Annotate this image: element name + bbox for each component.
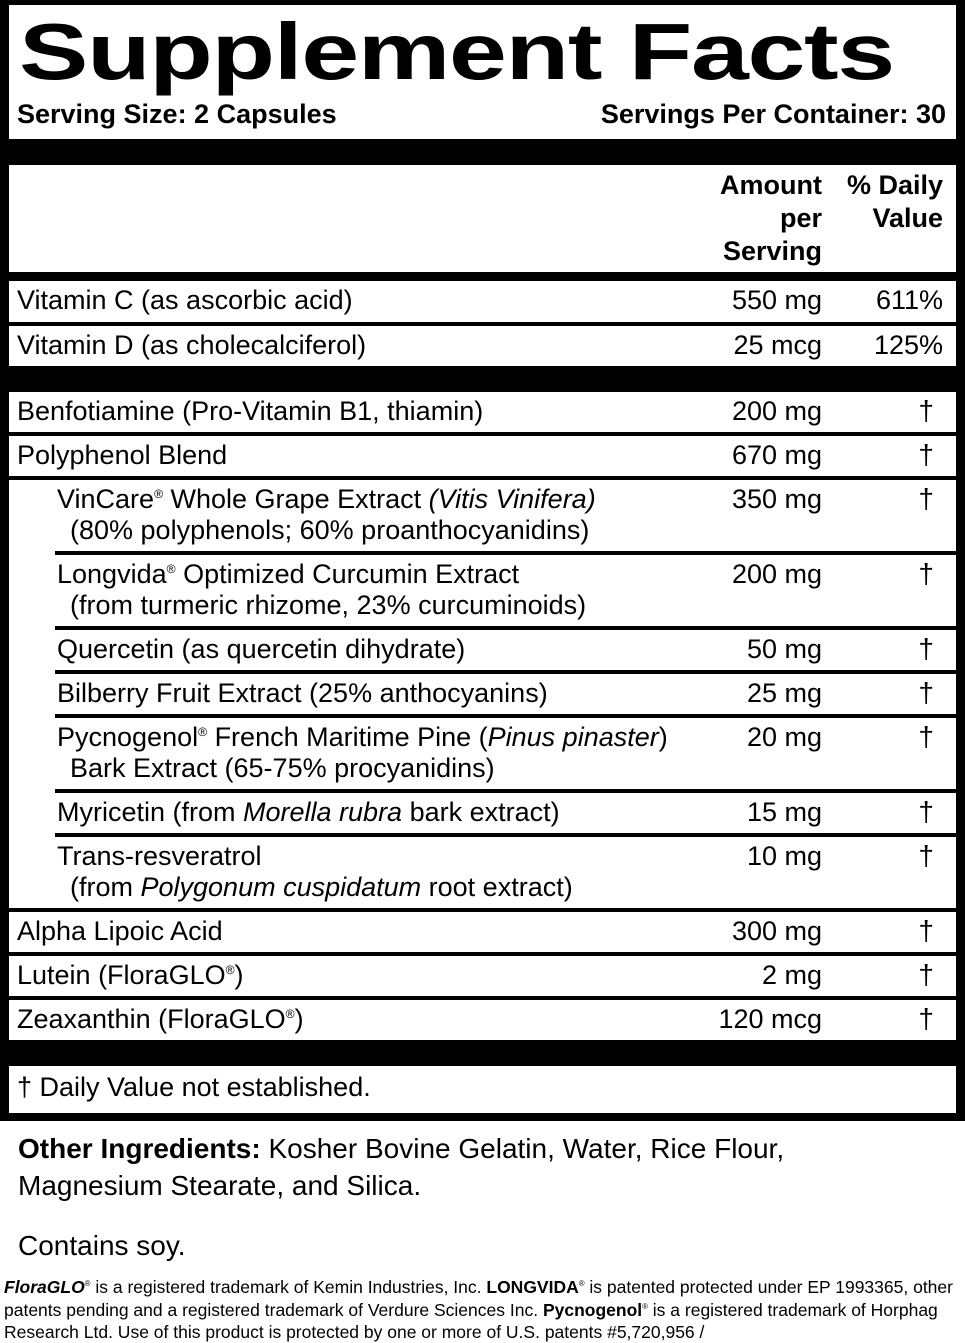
row-separator [55, 550, 956, 555]
ingredient-name: Vitamin D (as cholecalciferol) [17, 329, 367, 360]
row-separator [55, 833, 956, 838]
registered-trademark-symbol: ® [225, 963, 235, 978]
table-row: Longvida® Optimized Curcumin Extract (fro… [9, 555, 956, 626]
ingredient-name: Polyphenol Blend [17, 439, 228, 470]
daily-value-dagger: † [918, 796, 934, 828]
amount-value: 200 mg [731, 395, 822, 426]
divider-bar-header [9, 272, 956, 282]
row-separator [55, 789, 956, 794]
row-separator [9, 321, 956, 326]
registered-trademark-symbol: ® [285, 1007, 295, 1022]
ingredient-name: VinCare® Whole Grape Extract (Vitis Vini… [9, 484, 677, 546]
amount-value: 20 mg [746, 721, 822, 752]
registered-trademark-symbol: ® [166, 561, 176, 576]
daily-value-percent: 611% [875, 285, 943, 316]
row-separator [55, 625, 956, 630]
row-separator [9, 475, 956, 480]
ingredient-name: Trans-resveratrol (from Polygonum cuspida… [9, 841, 677, 903]
page-title: Supplement Facts [19, 7, 895, 96]
row-separator [55, 713, 956, 718]
ingredient-name: Alpha Lipoic Acid [17, 916, 223, 947]
ingredient-name-line2: Bark Extract (65-75% procyanidins) [70, 752, 495, 783]
amount-column-header: Amount per Serving [720, 169, 822, 266]
trademark-footnote: FloraGLO® is a registered trademark of K… [4, 1277, 953, 1342]
ingredient-name: Lutein (FloraGLO®) [17, 960, 244, 991]
table-row: Quercetin (as quercetin dihydrate) 50 mg † [9, 630, 956, 670]
registered-trademark-symbol: ® [154, 486, 164, 501]
ingredient-name: Bilberry Fruit Extract (25% anthocyanins… [57, 677, 548, 708]
row-separator [9, 908, 956, 913]
servings-per-container: Servings Per Container: 30 [600, 98, 946, 129]
ingredient-table: Vitamin C (as ascorbic acid) 550 mg 611% Vi… [9, 281, 956, 1067]
divider-bar [9, 365, 956, 392]
table-row: Bilberry Fruit Extract (25% anthocyanins… [9, 674, 956, 714]
daily-value-dagger: † [918, 720, 934, 752]
daily-value-note: † Daily Value not established. [17, 1072, 371, 1103]
ingredient-name: Vitamin C (as ascorbic acid) [17, 285, 353, 316]
ingredient-name-line2: (80% polyphenols; 60% proanthocyanidins) [70, 514, 590, 545]
allergen-note: Contains soy. [18, 1229, 186, 1261]
ingredient-name: Myricetin (from Morella rubra bark extra… [57, 797, 560, 828]
daily-value-dagger: † [918, 632, 934, 664]
amount-value: 50 mg [746, 633, 822, 664]
serving-size: Serving Size: 2 Capsules [17, 98, 337, 129]
ingredient-name: Longvida® Optimized Curcumin Extract (fro… [9, 559, 677, 621]
daily-value-dagger: † [918, 840, 934, 872]
other-ingredients-text: Kosher Bovine Gelatin, Water, Rice Flour… [18, 1132, 785, 1201]
table-row: Alpha Lipoic Acid 300 mg † [9, 912, 956, 952]
amount-value: 2 mg [761, 960, 822, 991]
amount-value: 10 mg [746, 841, 822, 872]
column-header-row: Amount per Serving % Daily Value [9, 165, 956, 273]
daily-value-dagger: † [918, 959, 934, 991]
amount-value: 120 mcg [718, 1004, 822, 1035]
other-ingredients: Other Ingredients: Kosher Bovine Gelatin… [18, 1131, 883, 1205]
amount-value: 670 mg [731, 439, 822, 470]
divider-bar-top [9, 138, 956, 165]
amount-value: 200 mg [731, 558, 822, 589]
serving-info-row: Serving Size: 2 Capsules Servings Per Co… [9, 93, 956, 139]
table-row: VinCare® Whole Grape Extract (Vitis Vini… [9, 480, 956, 551]
daily-value-percent: 125% [873, 329, 943, 360]
table-row: Benfotiamine (Pro-Vitamin B1, thiamin) 20… [9, 392, 956, 432]
amount-value: 350 mg [731, 483, 822, 514]
table-row: Myricetin (from Morella rubra bark extra… [9, 793, 956, 833]
amount-value: 550 mg [731, 285, 822, 316]
ingredient-name: Quercetin (as quercetin dihydrate) [57, 633, 466, 664]
amount-value: 300 mg [731, 916, 822, 947]
daily-value-dagger: † [918, 1003, 934, 1035]
table-row: Pycnogenol® French Maritime Pine (Pinus … [9, 718, 956, 789]
daily-value-dagger: † [918, 557, 934, 589]
other-ingredients-label: Other Ingredients: [18, 1132, 261, 1164]
daily-value-dagger: † [918, 482, 934, 514]
ingredient-name: Pycnogenol® French Maritime Pine (Pinus … [9, 722, 677, 784]
table-row: Polyphenol Blend 670 mg † [9, 436, 956, 476]
table-row: Zeaxanthin (FloraGLO®) 120 mcg † [9, 1000, 956, 1040]
ingredient-name: Zeaxanthin (FloraGLO®) [17, 1004, 304, 1035]
row-separator [55, 669, 956, 674]
supplement-facts-panel: Supplement Facts Serving Size: 2 Capsule… [0, 0, 965, 1121]
ingredient-name-line2: (from Polygonum cuspidatum root extract) [70, 872, 573, 903]
daily-value-dagger: † [918, 394, 934, 426]
row-separator [9, 431, 956, 436]
registered-trademark-symbol: ® [198, 724, 208, 739]
table-row: Lutein (FloraGLO®) 2 mg † [9, 956, 956, 996]
ingredient-name: Benfotiamine (Pro-Vitamin B1, thiamin) [17, 395, 484, 426]
row-separator [9, 952, 956, 957]
daily-value-column-header: % Daily Value [846, 169, 943, 233]
amount-value: 15 mg [746, 797, 822, 828]
daily-value-dagger: † [918, 915, 934, 947]
amount-value: 25 mcg [733, 329, 822, 360]
ingredient-name-line2: (from turmeric rhizome, 23% curcuminoids… [70, 589, 587, 620]
table-row: Trans-resveratrol (from Polygonum cuspida… [9, 837, 956, 908]
amount-value: 25 mg [746, 677, 822, 708]
table-row: Vitamin D (as cholecalciferol) 25 mcg 125% [9, 326, 956, 366]
table-row: Vitamin C (as ascorbic acid) 550 mg 611% [9, 281, 956, 321]
daily-value-dagger: † [918, 438, 934, 470]
row-separator [9, 996, 956, 1001]
daily-value-dagger: † [918, 676, 934, 708]
divider-bar [9, 1040, 956, 1067]
